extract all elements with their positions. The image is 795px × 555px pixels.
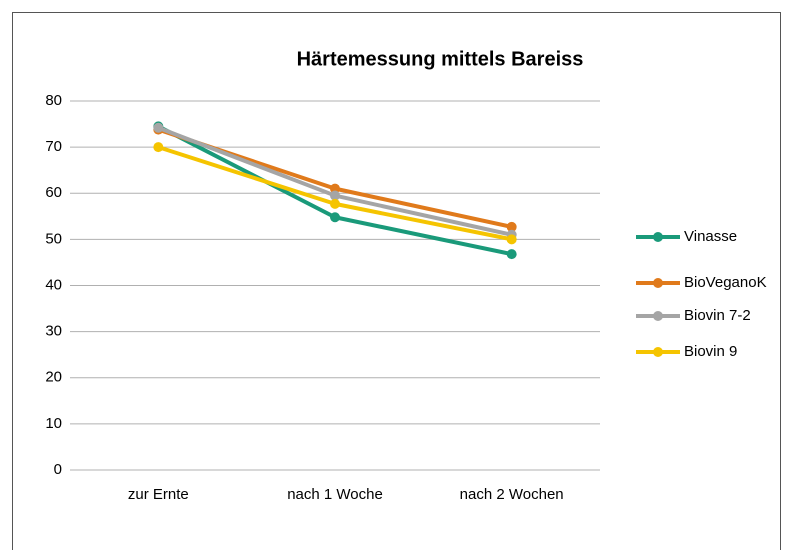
data-point	[506, 234, 517, 245]
data-point	[506, 221, 517, 232]
chart-title: Härtemessung mittels Bareiss	[297, 48, 584, 70]
legend-marker	[653, 232, 663, 242]
y-tick-label: 50	[45, 230, 62, 247]
x-tick-label: zur Ernte	[128, 486, 189, 503]
y-tick-label: 40	[45, 276, 62, 293]
legend-label: BioVeganoK	[684, 274, 767, 291]
legend-label: Biovin 9	[684, 343, 737, 360]
y-tick-label: 80	[45, 92, 62, 109]
x-tick-label: nach 2 Wochen	[460, 486, 564, 503]
chart-frame	[12, 12, 781, 550]
legend-marker	[653, 347, 663, 357]
data-point	[330, 212, 340, 223]
data-point	[153, 122, 164, 133]
legend-marker	[653, 278, 663, 288]
y-tick-label: 60	[45, 184, 62, 201]
data-point	[330, 190, 340, 201]
y-tick-label: 0	[54, 461, 62, 478]
y-tick-label: 10	[45, 415, 62, 432]
legend-label: Vinasse	[684, 228, 737, 245]
legend-marker	[653, 311, 663, 321]
y-tick-label: 30	[45, 323, 62, 340]
y-tick-label: 20	[45, 369, 62, 386]
data-point	[153, 142, 164, 153]
data-point	[506, 249, 517, 260]
data-point	[330, 198, 340, 209]
y-tick-label: 70	[45, 138, 62, 155]
data-point	[330, 183, 340, 194]
x-tick-label: nach 1 Woche	[287, 486, 383, 503]
legend-label: Biovin 7-2	[684, 307, 751, 324]
